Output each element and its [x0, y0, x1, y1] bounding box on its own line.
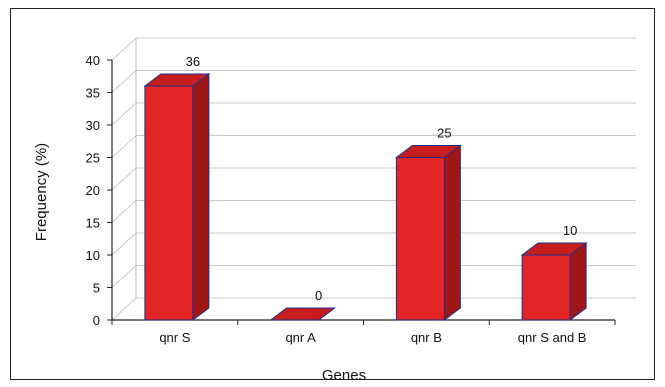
- data-labels: 36 0 25 10: [186, 54, 578, 303]
- axes: [107, 59, 616, 325]
- gridline-diagonal: [111, 102, 137, 126]
- y-tick-label: 25: [86, 151, 100, 166]
- data-label: 36: [186, 54, 200, 69]
- data-label: 0: [315, 288, 322, 303]
- data-label: 10: [563, 223, 577, 238]
- bar-top: [520, 242, 588, 256]
- y-tick-label: 0: [93, 313, 100, 328]
- y-tick-label: 35: [86, 86, 100, 101]
- gridline-diagonal: [111, 135, 137, 158]
- bar-front: [395, 157, 445, 321]
- gridline-diagonal: [111, 232, 137, 256]
- y-tick-label: 5: [93, 281, 100, 296]
- x-tick-label: qnr S: [159, 330, 190, 345]
- bars: [143, 73, 588, 321]
- bar-front: [521, 254, 571, 321]
- gridline-diagonal: [111, 265, 137, 288]
- gridline-diagonal: [111, 200, 137, 223]
- gridline-diagonal: [111, 70, 137, 93]
- y-tick-label: 30: [86, 118, 100, 133]
- x-tick-labels: qnr S qnr A qnr B qnr S and B: [159, 330, 586, 345]
- x-tick-label: qnr A: [285, 330, 316, 345]
- bar-top: [394, 145, 462, 158]
- gridline-diagonal: [111, 297, 137, 321]
- bar-top: [143, 73, 211, 87]
- gridline-diagonal: [111, 167, 137, 191]
- y-tick-label: 15: [86, 216, 100, 231]
- bar: [143, 73, 211, 321]
- y-tick-labels: 0 5 10 15 20 25 30 35 40: [86, 53, 100, 328]
- bar: [394, 144, 462, 321]
- x-tick-label: qnr B: [411, 330, 442, 345]
- y-tick-label: 40: [86, 53, 100, 68]
- y-tick-label: 20: [86, 183, 100, 198]
- bar-side: [443, 144, 461, 321]
- bar-top: [269, 307, 337, 321]
- y-tick-label: 10: [86, 248, 100, 263]
- data-label: 25: [437, 126, 451, 141]
- bar-side: [569, 242, 587, 321]
- x-tick-label: qnr S and B: [518, 330, 587, 345]
- bar-side: [192, 73, 210, 321]
- gridline-diagonal: [111, 37, 137, 61]
- bar: [520, 242, 588, 321]
- y-axis-label: Frequency (%): [33, 143, 50, 241]
- bar: [269, 307, 337, 321]
- gridlines: [111, 37, 636, 321]
- bar-front: [144, 85, 194, 321]
- x-axis-label: Genes: [322, 367, 366, 384]
